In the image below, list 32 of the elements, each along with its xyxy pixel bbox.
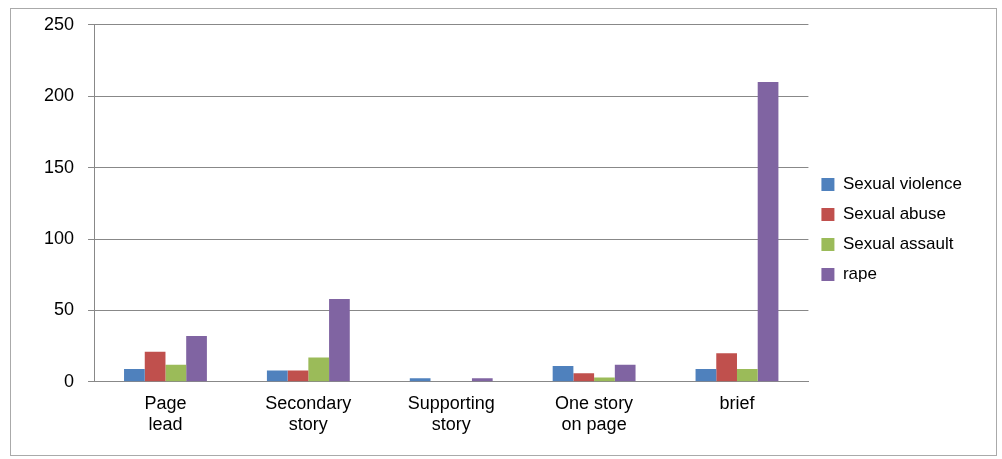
bar [757,81,779,382]
bar [124,368,145,382]
legend-label: Sexual assault [842,234,954,254]
x-tick-label: Supporting story [407,392,495,435]
bar [573,373,595,382]
bar [144,351,166,382]
bar [695,368,717,382]
bar [165,364,187,382]
x-tick-label: One story on page [555,392,634,435]
legend-label: Sexual abuse [842,204,946,224]
y-tick-label: 150 [43,156,75,177]
bar [716,353,737,382]
legend-label: rape [842,264,877,284]
y-tick-label: 0 [64,370,75,391]
bar [409,378,431,382]
bar [614,364,636,382]
y-tick-label: 200 [43,85,75,106]
bar [471,378,493,382]
bar [186,336,207,382]
y-tick-label: 50 [54,299,75,320]
bar [308,357,330,382]
y-tick-label: 100 [43,227,75,248]
bar [287,370,309,382]
x-tick-label: Page lead [144,392,187,435]
bar [329,298,350,382]
y-tick-label: 250 [43,13,75,34]
bar [552,366,574,382]
x-tick-label: brief [719,392,756,413]
bar [736,368,758,382]
x-tick-label: Secondary story [265,392,352,435]
legend-label: Sexual violence [842,174,962,194]
bar [266,370,288,382]
